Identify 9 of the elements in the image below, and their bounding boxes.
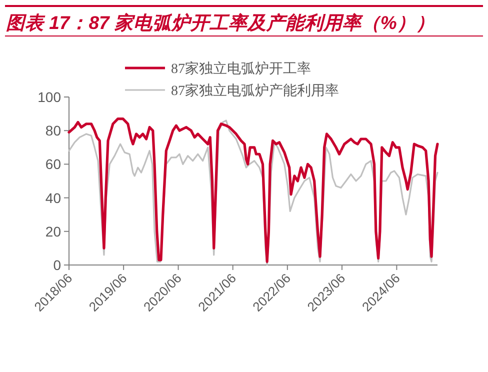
y-tick-label: 40: [45, 190, 62, 206]
y-tick-label: 0: [53, 257, 62, 273]
y-tick-label: 80: [45, 122, 62, 139]
legend-label: 87家独立电弧炉产能利用率: [171, 83, 339, 99]
y-tick-label: 60: [45, 156, 62, 172]
y-tick-label: 100: [38, 89, 62, 105]
legend-label: 87家独立电弧炉开工率: [171, 61, 311, 77]
y-tick-label: 20: [45, 223, 62, 240]
title: 图表 17：87 家电弧炉开工率及产能利用率（%））: [6, 12, 435, 33]
